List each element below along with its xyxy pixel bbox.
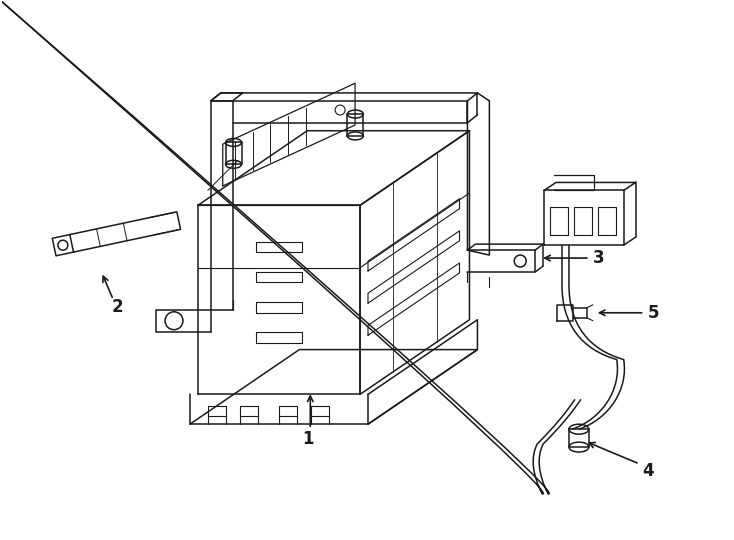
Text: 4: 4 [642, 462, 654, 480]
Text: 2: 2 [112, 298, 123, 316]
Text: 5: 5 [647, 304, 659, 322]
Text: 3: 3 [593, 249, 605, 267]
Text: 1: 1 [302, 430, 314, 448]
